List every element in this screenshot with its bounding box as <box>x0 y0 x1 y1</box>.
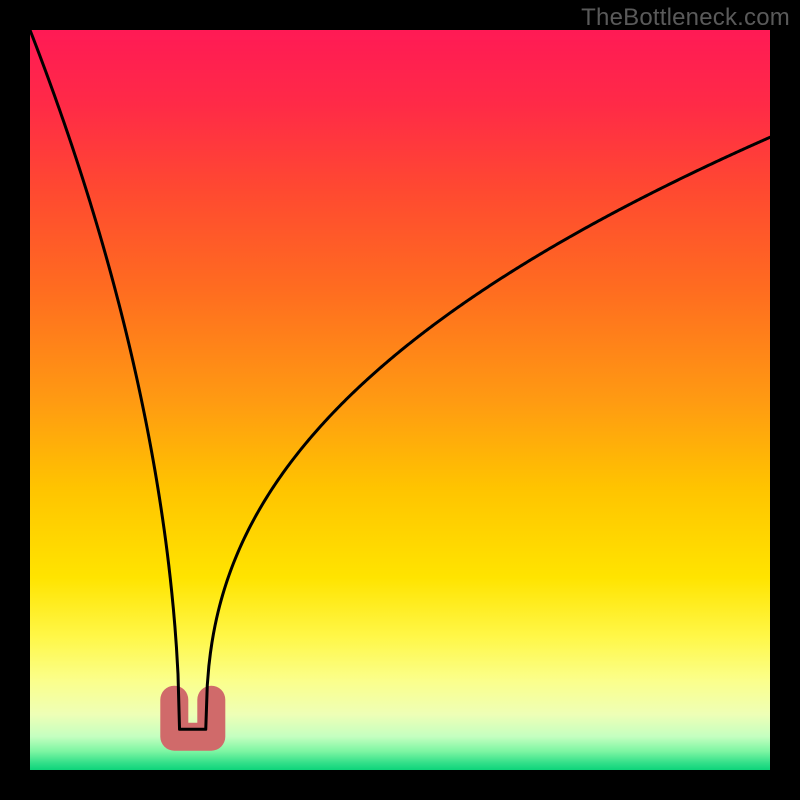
chart-stage: TheBottleneck.com <box>0 0 800 800</box>
chart-svg <box>0 0 800 800</box>
watermark-text: TheBottleneck.com <box>581 4 790 32</box>
